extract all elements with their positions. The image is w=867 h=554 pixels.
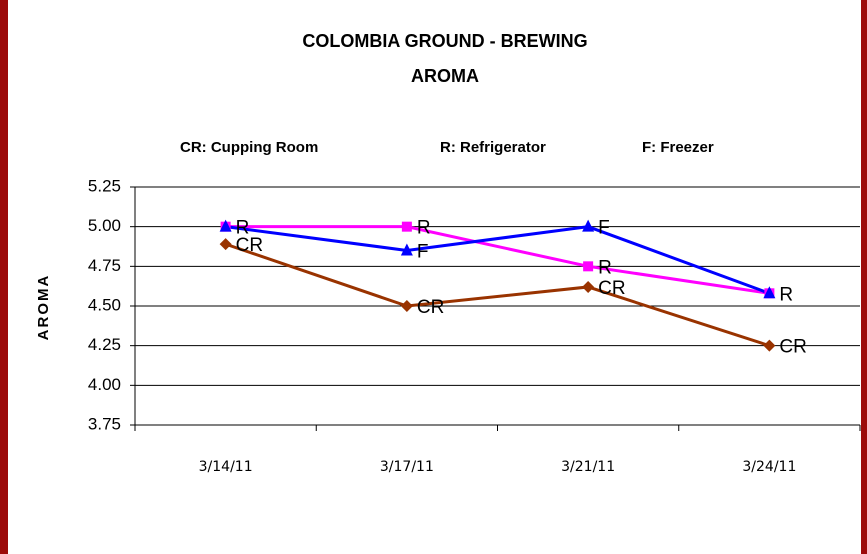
annotation: CR: Cupping Room xyxy=(180,139,318,156)
point xyxy=(583,261,594,272)
data-label: CR xyxy=(598,278,625,299)
series-line xyxy=(225,225,770,295)
x-tick-label: 3/17/11 xyxy=(380,459,434,475)
data-label: R xyxy=(236,218,250,239)
series-line xyxy=(225,225,770,295)
y-tick-label: 5.00 xyxy=(88,216,121,235)
annotation: F: Freezer xyxy=(642,139,714,156)
series-line xyxy=(225,242,770,348)
data-label: R xyxy=(779,284,793,305)
x-tick-label: 3/24/11 xyxy=(742,459,796,475)
point xyxy=(219,238,232,251)
y-tick-label: 4.00 xyxy=(88,375,121,394)
y-tick-label: 4.50 xyxy=(88,295,121,314)
x-tick-label: 3/14/11 xyxy=(199,459,253,475)
data-label: CR xyxy=(236,235,263,256)
data-label: R xyxy=(598,257,612,278)
point xyxy=(400,300,413,312)
data-label: R xyxy=(417,218,431,239)
point xyxy=(401,221,412,232)
data-label: F xyxy=(598,218,610,239)
point xyxy=(582,219,595,232)
y-tick-label: 4.75 xyxy=(88,256,121,275)
annotation: R: Refrigerator xyxy=(440,139,546,156)
y-tick-label: 5.25 xyxy=(88,176,121,195)
chart-title: COLOMBIA GROUND - BREWING xyxy=(302,31,587,51)
point xyxy=(582,280,595,293)
data-label: F xyxy=(417,241,429,262)
chart-subtitle: AROMA xyxy=(411,66,479,86)
x-tick-label: 3/21/11 xyxy=(561,459,615,475)
y-tick-label: 3.75 xyxy=(88,414,121,433)
point xyxy=(763,286,776,299)
data-label: CR xyxy=(779,337,806,358)
point xyxy=(763,339,776,352)
y-tick-label: 4.25 xyxy=(88,335,121,354)
data-label: CR xyxy=(417,297,444,318)
point xyxy=(400,243,413,256)
y-axis-label: AROMA xyxy=(35,274,52,341)
point xyxy=(219,219,232,232)
